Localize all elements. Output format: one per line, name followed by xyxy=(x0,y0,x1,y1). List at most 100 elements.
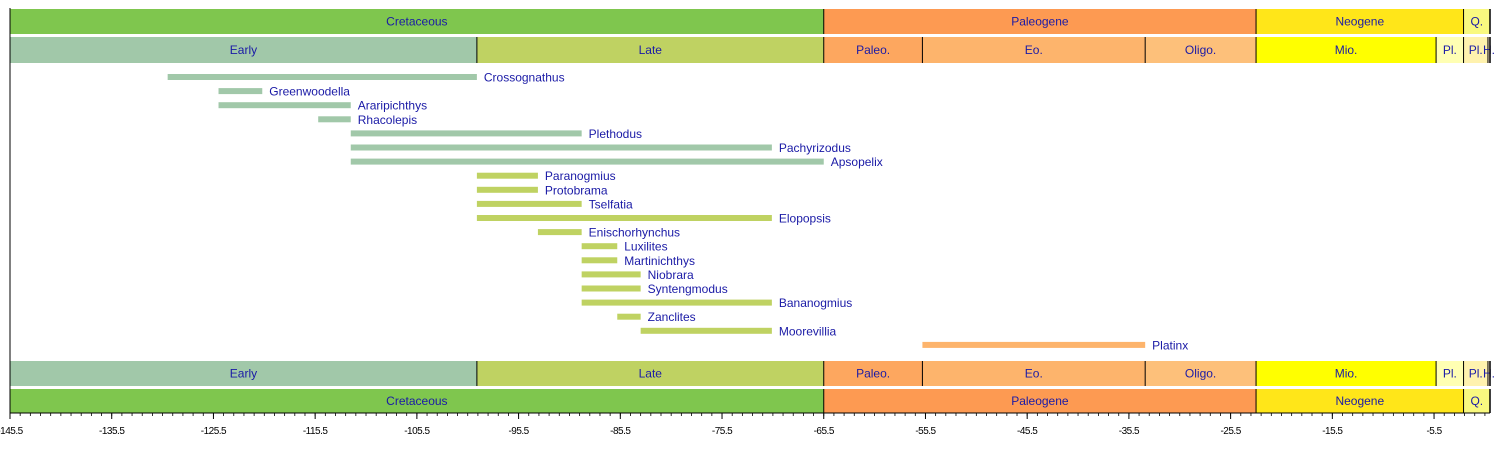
taxon-label: Luxilites xyxy=(624,240,667,254)
x-tick-label: -85.5 xyxy=(610,426,631,437)
epoch-bottom-band xyxy=(823,361,923,386)
period-bottom-label: Neogene xyxy=(1335,394,1384,408)
epoch-bottom-label: Early xyxy=(230,367,257,381)
epoch-top-label: Early xyxy=(230,43,257,57)
range-bar xyxy=(476,172,538,179)
taxon-label: Zanclites xyxy=(648,310,696,324)
taxon-label: Elopopsis xyxy=(779,212,831,226)
epoch-bottom-band xyxy=(1463,361,1488,386)
epoch-top-band xyxy=(476,37,824,63)
x-tick-label: -65.5 xyxy=(814,426,835,437)
period-top-band xyxy=(1256,9,1464,34)
period-top-label: Paleogene xyxy=(1011,15,1069,29)
epoch-bottom-band xyxy=(1256,361,1437,386)
period-bottom-band xyxy=(823,389,1257,413)
taxon-label: Paranogmius xyxy=(545,169,616,183)
range-bar xyxy=(350,158,824,165)
period-bottom-label: Paleogene xyxy=(1011,394,1069,408)
epoch-bottom-label: Late xyxy=(639,367,663,381)
x-tick-label: -45.5 xyxy=(1017,426,1038,437)
x-tick-label: -95.5 xyxy=(508,426,529,437)
epoch-bottom-band xyxy=(1436,361,1464,386)
range-bar xyxy=(581,271,641,278)
epoch-top-label: Late xyxy=(639,43,663,57)
taxon-label: Protobrama xyxy=(545,183,608,197)
taxon-label: Tselfatia xyxy=(589,197,633,211)
epoch-top-label: Paleo. xyxy=(856,43,890,57)
taxon-label: Greenwoodella xyxy=(269,85,350,99)
range-bar xyxy=(476,215,772,221)
x-tick-label: -15.5 xyxy=(1322,426,1343,437)
range-bar xyxy=(218,102,351,109)
x-tick-label: -25.5 xyxy=(1220,426,1241,437)
taxon-label: Apsopelix xyxy=(831,155,883,169)
period-top-label: Cretaceous xyxy=(386,15,447,29)
x-tick-label: -125.5 xyxy=(201,426,227,437)
epoch-bottom-label: Oligo. xyxy=(1185,367,1216,381)
range-bar xyxy=(350,144,772,151)
x-tick-label: -35.5 xyxy=(1119,426,1140,437)
range-bar xyxy=(318,116,351,123)
epoch-bottom-label: Pl. xyxy=(1469,367,1483,381)
range-bar xyxy=(581,257,618,264)
period-bottom-band xyxy=(1463,389,1490,413)
epoch-top-band xyxy=(10,37,477,63)
epoch-bottom-label: Eo. xyxy=(1025,367,1043,381)
epoch-top-label: Pl. xyxy=(1443,43,1457,57)
period-top-label: Q. xyxy=(1470,15,1483,29)
x-tick-label: -55.5 xyxy=(915,426,936,437)
taxon-label: Crossognathus xyxy=(484,71,565,85)
epoch-bottom-label: Paleo. xyxy=(856,367,890,381)
taxon-label: Moorevillia xyxy=(779,324,837,338)
range-bar xyxy=(218,88,263,95)
period-bottom-label: Q. xyxy=(1470,394,1483,408)
range-bar xyxy=(581,299,772,306)
x-tick-label: -75.5 xyxy=(712,426,733,437)
range-bar xyxy=(537,229,582,236)
epoch-bottom-label: H. xyxy=(1483,367,1495,381)
range-bar xyxy=(476,186,538,193)
epoch-top-band xyxy=(823,37,923,63)
epoch-top-label: Mio. xyxy=(1335,43,1358,57)
epoch-bottom-band xyxy=(1145,361,1257,386)
range-bar xyxy=(350,130,582,137)
epoch-bottom-band xyxy=(10,361,477,386)
epoch-bottom-band xyxy=(476,361,824,386)
epoch-top-label: H. xyxy=(1483,43,1495,57)
epoch-top-label: Oligo. xyxy=(1185,43,1216,57)
epoch-top-band xyxy=(1256,37,1437,63)
range-bar xyxy=(922,341,1146,348)
epoch-top-band xyxy=(1436,37,1464,63)
x-tick-label: -135.5 xyxy=(99,426,125,437)
x-tick-label: -105.5 xyxy=(404,426,430,437)
x-tick-label: -5.5 xyxy=(1426,426,1442,437)
epoch-top-label: Pl. xyxy=(1469,43,1483,57)
period-top-band xyxy=(1463,9,1490,34)
taxon-label: Martinichthys xyxy=(624,254,695,268)
epoch-top-band xyxy=(1463,37,1488,63)
range-bar xyxy=(640,327,772,334)
taxon-label: Enischorhynchus xyxy=(589,226,680,240)
period-bottom-band xyxy=(10,389,824,413)
taxon-label: Syntengmodus xyxy=(648,282,728,296)
taxon-label: Niobrara xyxy=(648,268,694,282)
epoch-bottom-band xyxy=(922,361,1146,386)
taxon-label: Platinx xyxy=(1152,338,1188,352)
period-top-band xyxy=(10,9,824,34)
x-tick-label: -145.5 xyxy=(0,426,24,437)
epoch-top-band xyxy=(922,37,1146,63)
range-bar xyxy=(476,200,582,207)
epoch-bottom-label: Mio. xyxy=(1335,367,1358,381)
range-bar xyxy=(617,313,641,320)
taxon-label: Pachyrizodus xyxy=(779,141,851,155)
epoch-bottom-band xyxy=(1487,361,1490,386)
taxon-label: Araripichthys xyxy=(358,99,427,113)
period-top-label: Neogene xyxy=(1335,15,1384,29)
taxon-label: Rhacolepis xyxy=(358,113,417,127)
epoch-top-label: Eo. xyxy=(1025,43,1043,57)
taxon-label: Plethodus xyxy=(589,127,642,141)
period-bottom-band xyxy=(1256,389,1464,413)
period-bottom-label: Cretaceous xyxy=(386,394,447,408)
epoch-top-band xyxy=(1487,37,1490,63)
